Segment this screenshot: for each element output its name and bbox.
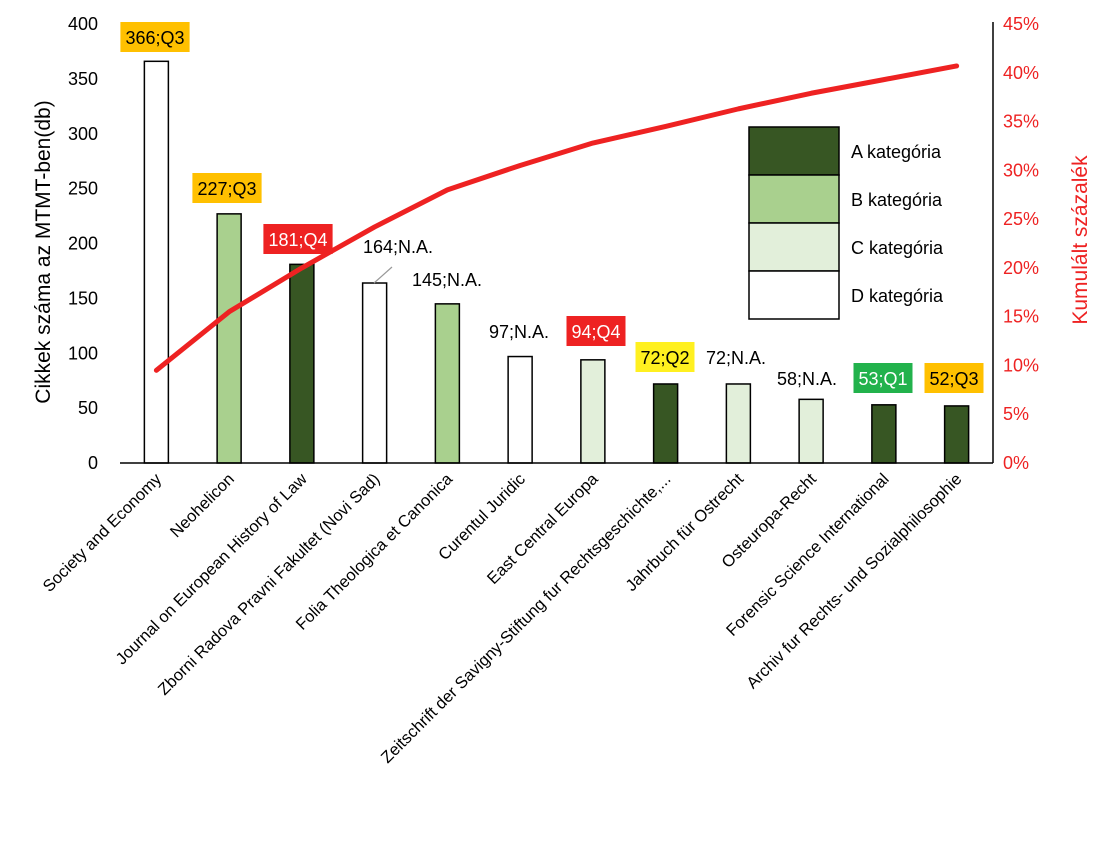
y-axis-title: Cikkek száma az MTMT-ben(db) bbox=[32, 100, 55, 403]
data-label: 227;Q3 bbox=[197, 179, 256, 199]
bar bbox=[143, 60, 170, 464]
data-label-highlight bbox=[635, 342, 695, 372]
legend-swatch bbox=[748, 222, 840, 272]
legend-label: A kategória bbox=[851, 142, 942, 162]
legend-label: D kategória bbox=[851, 286, 944, 306]
y2-tick-label: 10% bbox=[1003, 355, 1039, 375]
data-label: 145;N.A. bbox=[412, 270, 482, 290]
category-label: Neohelicon bbox=[167, 470, 238, 541]
category-label: Society and Economy bbox=[40, 470, 166, 596]
y-tick-label: 0 bbox=[88, 453, 98, 473]
data-label: 94;Q4 bbox=[571, 322, 620, 342]
y2-tick-label: 15% bbox=[1003, 307, 1039, 327]
legend-swatch bbox=[748, 174, 840, 224]
bar bbox=[871, 404, 897, 464]
data-label: 53;Q1 bbox=[858, 369, 907, 389]
bars bbox=[120, 60, 993, 464]
y-tick-label: 350 bbox=[68, 69, 98, 89]
bar bbox=[216, 213, 242, 464]
bar bbox=[725, 383, 752, 464]
bar bbox=[289, 263, 315, 464]
bar bbox=[361, 282, 388, 464]
y2-axis-title: Kumulált százalék bbox=[1069, 155, 1092, 325]
legend-swatch bbox=[748, 270, 840, 320]
right-axis: 0% 5% 10% 15% 20% 25% 30% 35% 40% 45% bbox=[992, 14, 1039, 473]
data-labels: 366;Q3 227;Q3 181;Q4 164;N.A. 145;N.A. 97;N.A… bbox=[120, 22, 984, 393]
data-label-highlight bbox=[566, 316, 626, 346]
category-label: Jahrbuch für Ostrecht bbox=[622, 470, 747, 595]
left-axis: 0 50 100 150 200 250 300 350 400 bbox=[68, 14, 98, 473]
y-tick-label: 250 bbox=[68, 179, 98, 199]
cumulative-line-path bbox=[153, 63, 960, 373]
y-tick-label: 200 bbox=[68, 234, 98, 254]
legend-swatch bbox=[748, 126, 840, 176]
data-label: 181;Q4 bbox=[268, 230, 327, 250]
data-label: 97;N.A. bbox=[489, 322, 549, 342]
leader-line bbox=[373, 266, 393, 284]
y2-tick-label: 25% bbox=[1003, 209, 1039, 229]
y-tick-label: 150 bbox=[68, 288, 98, 308]
bar bbox=[652, 383, 679, 464]
data-label: 72;Q2 bbox=[640, 348, 689, 368]
legend-label: C kategória bbox=[851, 238, 944, 258]
y2-tick-label: 0% bbox=[1003, 453, 1029, 473]
data-label: 52;Q3 bbox=[929, 369, 978, 389]
y-tick-label: 100 bbox=[68, 343, 98, 363]
bar bbox=[798, 398, 824, 464]
legend: A kategória B kategória C kategória D kateg… bbox=[748, 126, 944, 320]
data-label-highlight bbox=[120, 22, 190, 52]
bar bbox=[434, 303, 461, 464]
y-tick-label: 50 bbox=[78, 398, 98, 418]
data-label: 164;N.A. bbox=[363, 237, 433, 257]
data-label-highlight bbox=[192, 173, 262, 203]
y2-tick-label: 30% bbox=[1003, 160, 1039, 180]
y-tick-label: 400 bbox=[68, 14, 98, 34]
bar bbox=[943, 405, 970, 464]
y2-tick-label: 20% bbox=[1003, 258, 1039, 278]
data-label: 366;Q3 bbox=[125, 28, 184, 48]
data-label-highlight bbox=[853, 363, 913, 393]
y2-tick-label: 45% bbox=[1003, 14, 1039, 34]
category-label: Folia Theologica et Canonica bbox=[293, 470, 457, 634]
cumulative-line bbox=[153, 63, 960, 373]
y2-tick-label: 5% bbox=[1003, 404, 1029, 424]
legend-label: B kategória bbox=[851, 190, 943, 210]
data-label-highlight bbox=[924, 363, 984, 393]
y-tick-label: 300 bbox=[68, 124, 98, 144]
data-label: 72;N.A. bbox=[706, 348, 766, 368]
bar bbox=[507, 355, 533, 464]
y2-tick-label: 35% bbox=[1003, 112, 1039, 132]
data-label-highlight bbox=[263, 224, 333, 254]
data-label: 58;N.A. bbox=[777, 369, 837, 389]
bar bbox=[580, 359, 606, 464]
y2-tick-label: 40% bbox=[1003, 63, 1039, 83]
